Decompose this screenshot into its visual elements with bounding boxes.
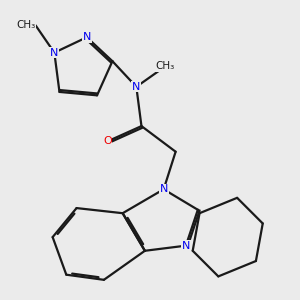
Text: N: N [160, 184, 168, 194]
Text: N: N [82, 32, 91, 42]
Text: N: N [132, 82, 140, 92]
Text: CH₃: CH₃ [156, 61, 175, 71]
Text: CH₃: CH₃ [16, 20, 36, 30]
Text: N: N [182, 241, 190, 251]
Text: N: N [50, 48, 58, 58]
Text: O: O [103, 136, 112, 146]
